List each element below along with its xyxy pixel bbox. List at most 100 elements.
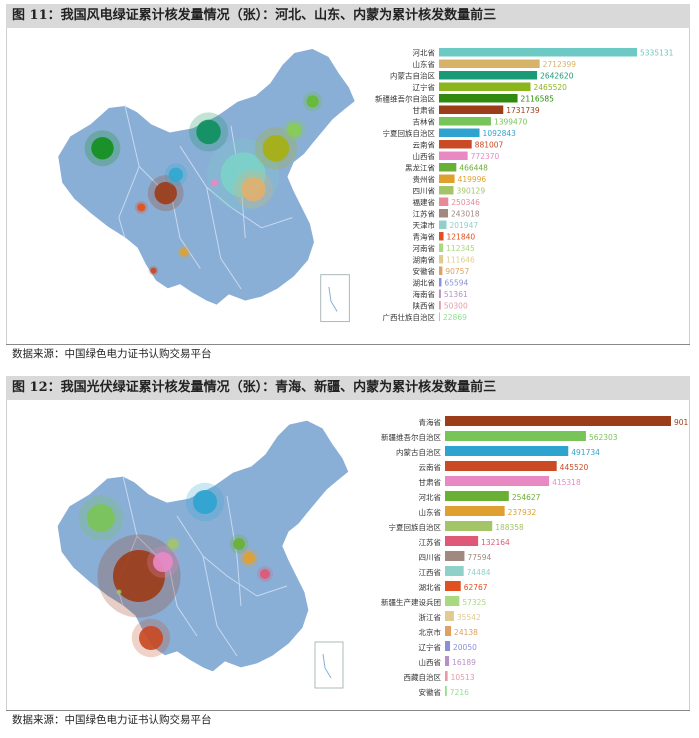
fig11-bar — [439, 220, 447, 229]
fig12-bar — [445, 446, 569, 456]
fig11-bar — [439, 209, 449, 218]
fig12-value-label: 188358 — [495, 523, 524, 532]
fig12-category-label: 浙江省 — [419, 612, 442, 622]
fig12-value-label: 57325 — [462, 598, 486, 607]
fig11-province-border — [118, 166, 140, 239]
fig12-bar — [445, 566, 464, 576]
fig12-category-label: 内蒙古自治区 — [396, 447, 441, 457]
fig11-bubble — [168, 167, 184, 182]
fig11-bar — [439, 71, 538, 80]
fig11-value-label: 111646 — [446, 256, 475, 265]
fig12-category-label: 湖北省 — [419, 582, 442, 592]
fig11-value-label: 1731739 — [506, 106, 540, 115]
fig12-category-label: 四川省 — [419, 552, 442, 562]
fig11-value-label: 2465520 — [534, 83, 568, 92]
fig12-bubble — [113, 550, 165, 602]
fig11-value-label: 243018 — [451, 210, 480, 219]
fig12-value-label: 62767 — [464, 583, 488, 592]
fig11-bar — [439, 140, 472, 149]
fig12-category-label: 山东省 — [419, 507, 442, 517]
fig11-bar — [439, 232, 444, 241]
fig12-province-border — [256, 585, 288, 597]
fig11-category-label: 海南省 — [413, 289, 436, 299]
fig11-bubble — [196, 119, 221, 145]
fig11-bar — [439, 255, 444, 264]
fig12-category-label: 北京市 — [419, 627, 442, 637]
fig11-category-label: 河北省 — [413, 48, 436, 58]
fig11-bar — [439, 48, 637, 57]
fig12-category-label: 山西省 — [419, 657, 442, 667]
fig11-value-label: 201947 — [449, 221, 478, 230]
fig11-category-label: 黑龙江省 — [405, 163, 435, 173]
fig12-value-label: 74484 — [467, 568, 491, 577]
figure-12-title: 图 12：我国光伏绿证累计核发量情况（张）：青海、新疆、内蒙为累计核发数量前三 — [6, 376, 690, 400]
fig11-bubble — [150, 267, 157, 274]
figure-12-source: 数据来源：中国绿色电力证书认购交易平台 — [6, 710, 690, 728]
fig11-value-label: 112345 — [446, 244, 475, 253]
fig11-category-label: 山东省 — [413, 59, 436, 69]
fig11-bar — [439, 312, 440, 321]
fig11-value-label: 2712399 — [543, 60, 577, 69]
fig11-bar — [439, 128, 480, 137]
fig12-category-label: 新疆生产建设兵团 — [381, 597, 441, 607]
fig11-bubble — [137, 203, 146, 212]
fig12-province-border — [202, 555, 238, 657]
fig12-bar — [445, 551, 465, 561]
fig11-value-label: 2642620 — [540, 72, 574, 81]
fig11-south-sea-inset — [320, 274, 350, 323]
fig11-bar — [439, 186, 454, 195]
fig11-value-label: 1399470 — [494, 118, 528, 127]
fig11-bar — [439, 278, 442, 287]
fig11-value-label: 881007 — [475, 141, 504, 150]
fig12-bar — [445, 521, 493, 531]
fig11-bar — [439, 289, 441, 298]
fig11-category-label: 吉林省 — [413, 117, 436, 127]
fig11-bubble — [211, 179, 218, 186]
fig11-province-border — [206, 186, 242, 290]
fig12-bar — [445, 611, 454, 621]
fig11-bar — [439, 117, 491, 126]
fig11-category-label: 安徽省 — [413, 266, 436, 276]
figure-11-source: 数据来源：中国绿色电力证书认购交易平台 — [6, 344, 690, 362]
fig12-value-label: 10513 — [451, 673, 475, 682]
fig11-value-label: 5335131 — [640, 49, 674, 58]
fig11-category-label: 陕西省 — [413, 301, 436, 311]
fig12-value-label: 901612 — [674, 418, 689, 427]
fig11-category-label: 广西壮族自治区 — [383, 312, 436, 322]
fig11-category-label: 河南省 — [413, 243, 436, 253]
fig11-bar — [439, 301, 441, 310]
fig12-category-label: 西藏自治区 — [404, 672, 442, 682]
fig11-category-label: 山西省 — [413, 151, 436, 161]
fig11-bubble — [91, 137, 114, 160]
fig12-bar — [445, 506, 505, 516]
figure-11-chart: 河北省 5335131 山东省 2712399 内蒙古自治区 2642620 辽宁省 2465… — [56, 47, 674, 323]
fig11-category-label: 湖南省 — [413, 255, 436, 265]
fig11-value-label: 250346 — [451, 198, 480, 207]
fig11-category-label: 青海省 — [413, 232, 436, 242]
fig12-bubble — [139, 626, 163, 650]
fig12-province-border — [176, 515, 258, 597]
fig12-value-label: 77594 — [467, 553, 491, 562]
fig12-bar — [445, 461, 557, 471]
fig11-china-map — [56, 47, 357, 307]
fig11-value-label: 390129 — [456, 187, 485, 196]
fig12-bar — [445, 416, 671, 426]
fig12-bubble — [193, 490, 217, 514]
fig12-category-label: 江西省 — [419, 567, 442, 577]
fig11-category-label: 辽宁省 — [413, 82, 436, 92]
fig11-value-label: 121840 — [447, 233, 476, 242]
fig11-bar — [439, 163, 457, 172]
fig12-bar — [445, 581, 461, 591]
fig12-bar — [445, 626, 452, 636]
fig11-province-border — [261, 217, 293, 229]
fig12-category-label: 云南省 — [419, 462, 442, 472]
fig12-bar — [445, 431, 586, 441]
fig12-map — [56, 419, 350, 689]
figure-11-title: 图 11：我国风电绿证累计核发量情况（张）：河北、山东、内蒙为累计核发数量前三 — [6, 4, 690, 28]
fig12-value-label: 20050 — [453, 643, 477, 652]
fig12-bubble — [260, 569, 270, 579]
fig12-value-label: 562303 — [589, 433, 618, 442]
fig12-china-map — [56, 419, 350, 673]
fig12-category-label: 甘肃省 — [419, 477, 442, 487]
fig11-bar — [439, 82, 531, 91]
